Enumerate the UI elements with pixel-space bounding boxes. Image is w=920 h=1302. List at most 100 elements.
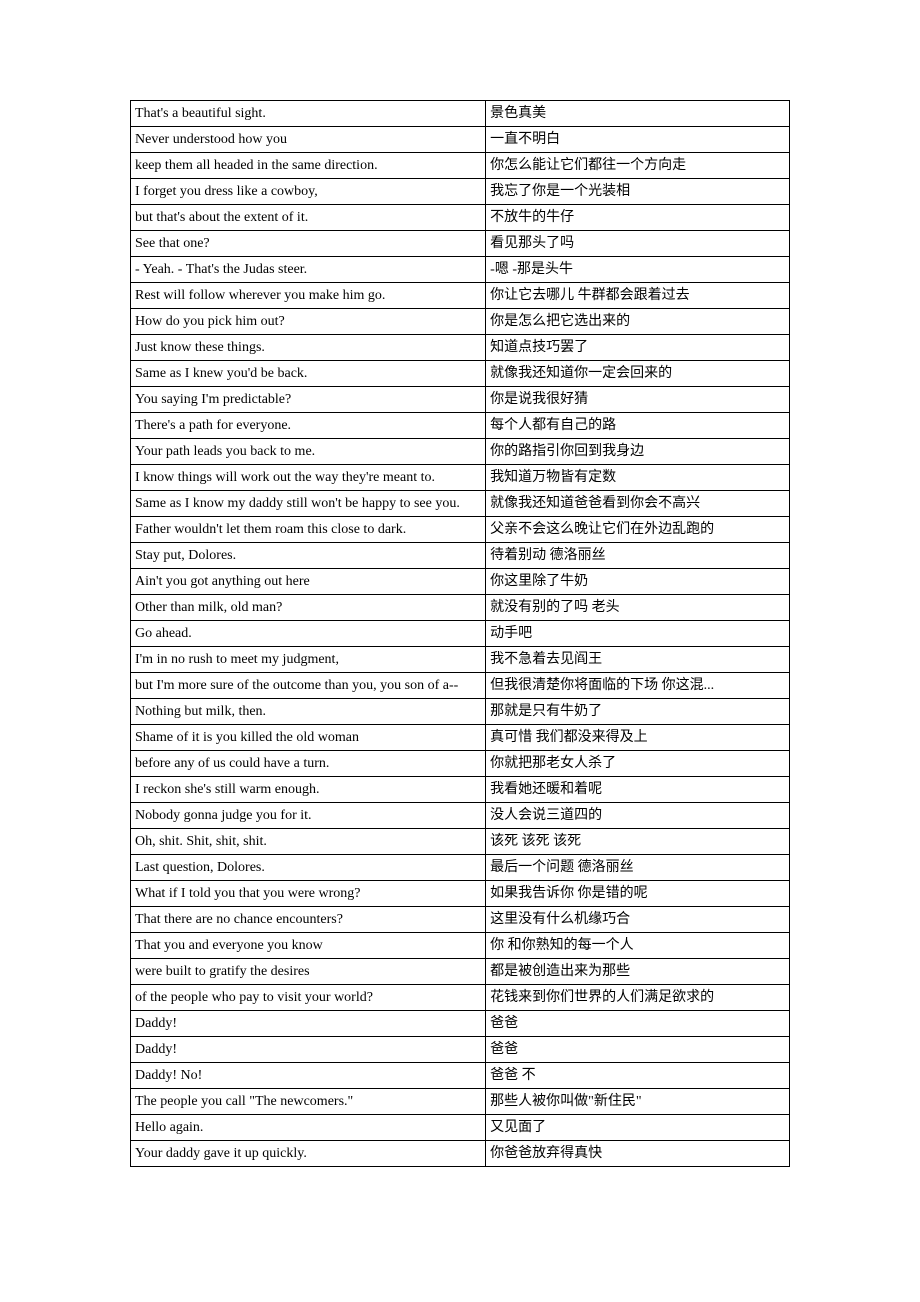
english-cell: That there are no chance encounters? xyxy=(131,907,486,933)
english-cell: - Yeah. - That's the Judas steer. xyxy=(131,257,486,283)
table-row: before any of us could have a turn.你就把那老… xyxy=(131,751,790,777)
table-row: Shame of it is you killed the old woman真… xyxy=(131,725,790,751)
table-row: but I'm more sure of the outcome than yo… xyxy=(131,673,790,699)
chinese-cell: 就像我还知道你一定会回来的 xyxy=(486,361,790,387)
english-cell: Father wouldn't let them roam this close… xyxy=(131,517,486,543)
table-row: Other than milk, old man?就没有别的了吗 老头 xyxy=(131,595,790,621)
table-row: Father wouldn't let them roam this close… xyxy=(131,517,790,543)
chinese-cell: 这里没有什么机缘巧合 xyxy=(486,907,790,933)
chinese-cell: 我不急着去见阎王 xyxy=(486,647,790,673)
english-cell: Your path leads you back to me. xyxy=(131,439,486,465)
table-row: of the people who pay to visit your worl… xyxy=(131,985,790,1011)
table-row: Oh, shit. Shit, shit, shit.该死 该死 该死 xyxy=(131,829,790,855)
english-cell: Oh, shit. Shit, shit, shit. xyxy=(131,829,486,855)
table-row: but that's about the extent of it.不放牛的牛仔 xyxy=(131,205,790,231)
table-row: Your path leads you back to me.你的路指引你回到我… xyxy=(131,439,790,465)
english-cell: I forget you dress like a cowboy, xyxy=(131,179,486,205)
table-row: I reckon she's still warm enough.我看她还暖和着… xyxy=(131,777,790,803)
chinese-cell: -嗯 -那是头牛 xyxy=(486,257,790,283)
english-cell: Same as I know my daddy still won't be h… xyxy=(131,491,486,517)
english-cell: Stay put, Dolores. xyxy=(131,543,486,569)
english-cell: Ain't you got anything out here xyxy=(131,569,486,595)
english-cell: Other than milk, old man? xyxy=(131,595,486,621)
english-cell: Never understood how you xyxy=(131,127,486,153)
english-cell: The people you call "The newcomers." xyxy=(131,1089,486,1115)
chinese-cell: 爸爸 不 xyxy=(486,1063,790,1089)
english-cell: Just know these things. xyxy=(131,335,486,361)
chinese-cell: 又见面了 xyxy=(486,1115,790,1141)
english-cell: Hello again. xyxy=(131,1115,486,1141)
table-row: Daddy!爸爸 xyxy=(131,1037,790,1063)
table-row: What if I told you that you were wrong?如… xyxy=(131,881,790,907)
english-cell: I reckon she's still warm enough. xyxy=(131,777,486,803)
chinese-cell: 都是被创造出来为那些 xyxy=(486,959,790,985)
table-row: See that one?看见那头了吗 xyxy=(131,231,790,257)
table-row: I know things will work out the way they… xyxy=(131,465,790,491)
table-row: Never understood how you一直不明白 xyxy=(131,127,790,153)
english-cell: but that's about the extent of it. xyxy=(131,205,486,231)
chinese-cell: 看见那头了吗 xyxy=(486,231,790,257)
table-row: were built to gratify the desires都是被创造出来… xyxy=(131,959,790,985)
chinese-cell: 爸爸 xyxy=(486,1011,790,1037)
chinese-cell: 没人会说三道四的 xyxy=(486,803,790,829)
english-cell: were built to gratify the desires xyxy=(131,959,486,985)
english-cell: What if I told you that you were wrong? xyxy=(131,881,486,907)
table-row: I forget you dress like a cowboy,我忘了你是一个… xyxy=(131,179,790,205)
table-row: Nobody gonna judge you for it.没人会说三道四的 xyxy=(131,803,790,829)
english-cell: That's a beautiful sight. xyxy=(131,101,486,127)
chinese-cell: 知道点技巧罢了 xyxy=(486,335,790,361)
table-row: Last question, Dolores.最后一个问题 德洛丽丝 xyxy=(131,855,790,881)
table-row: Just know these things.知道点技巧罢了 xyxy=(131,335,790,361)
translation-table: That's a beautiful sight.景色真美Never under… xyxy=(130,100,790,1167)
table-row: That you and everyone you know你 和你熟知的每一个… xyxy=(131,933,790,959)
english-cell: There's a path for everyone. xyxy=(131,413,486,439)
english-cell: Go ahead. xyxy=(131,621,486,647)
chinese-cell: 那就是只有牛奶了 xyxy=(486,699,790,725)
table-row: Your daddy gave it up quickly.你爸爸放弃得真快 xyxy=(131,1141,790,1167)
table-row: That there are no chance encounters?这里没有… xyxy=(131,907,790,933)
table-row: There's a path for everyone.每个人都有自己的路 xyxy=(131,413,790,439)
table-row: How do you pick him out?你是怎么把它选出来的 xyxy=(131,309,790,335)
table-body: That's a beautiful sight.景色真美Never under… xyxy=(131,101,790,1167)
chinese-cell: 每个人都有自己的路 xyxy=(486,413,790,439)
chinese-cell: 父亲不会这么晚让它们在外边乱跑的 xyxy=(486,517,790,543)
english-cell: You saying I'm predictable? xyxy=(131,387,486,413)
chinese-cell: 动手吧 xyxy=(486,621,790,647)
chinese-cell: 就没有别的了吗 老头 xyxy=(486,595,790,621)
table-row: keep them all headed in the same directi… xyxy=(131,153,790,179)
table-row: Go ahead.动手吧 xyxy=(131,621,790,647)
english-cell: Rest will follow wherever you make him g… xyxy=(131,283,486,309)
english-cell: I'm in no rush to meet my judgment, xyxy=(131,647,486,673)
chinese-cell: 你就把那老女人杀了 xyxy=(486,751,790,777)
chinese-cell: 你是怎么把它选出来的 xyxy=(486,309,790,335)
chinese-cell: 最后一个问题 德洛丽丝 xyxy=(486,855,790,881)
english-cell: Daddy! xyxy=(131,1037,486,1063)
chinese-cell: 你是说我很好猜 xyxy=(486,387,790,413)
english-cell: Daddy! No! xyxy=(131,1063,486,1089)
english-cell: That you and everyone you know xyxy=(131,933,486,959)
table-row: Nothing but milk, then.那就是只有牛奶了 xyxy=(131,699,790,725)
english-cell: Last question, Dolores. xyxy=(131,855,486,881)
table-row: Daddy! No!爸爸 不 xyxy=(131,1063,790,1089)
table-row: Same as I knew you'd be back.就像我还知道你一定会回… xyxy=(131,361,790,387)
english-cell: keep them all headed in the same directi… xyxy=(131,153,486,179)
english-cell: See that one? xyxy=(131,231,486,257)
table-row: The people you call "The newcomers."那些人被… xyxy=(131,1089,790,1115)
english-cell: of the people who pay to visit your worl… xyxy=(131,985,486,1011)
chinese-cell: 你的路指引你回到我身边 xyxy=(486,439,790,465)
chinese-cell: 我忘了你是一个光装相 xyxy=(486,179,790,205)
table-row: Rest will follow wherever you make him g… xyxy=(131,283,790,309)
table-row: - Yeah. - That's the Judas steer.-嗯 -那是头… xyxy=(131,257,790,283)
english-cell: Same as I knew you'd be back. xyxy=(131,361,486,387)
chinese-cell: 但我很清楚你将面临的下场 你这混... xyxy=(486,673,790,699)
chinese-cell: 不放牛的牛仔 xyxy=(486,205,790,231)
document-page: That's a beautiful sight.景色真美Never under… xyxy=(0,0,920,1267)
chinese-cell: 你 和你熟知的每一个人 xyxy=(486,933,790,959)
chinese-cell: 真可惜 我们都没来得及上 xyxy=(486,725,790,751)
english-cell: before any of us could have a turn. xyxy=(131,751,486,777)
chinese-cell: 你让它去哪儿 牛群都会跟着过去 xyxy=(486,283,790,309)
table-row: You saying I'm predictable?你是说我很好猜 xyxy=(131,387,790,413)
english-cell: I know things will work out the way they… xyxy=(131,465,486,491)
chinese-cell: 如果我告诉你 你是错的呢 xyxy=(486,881,790,907)
table-row: Daddy!爸爸 xyxy=(131,1011,790,1037)
